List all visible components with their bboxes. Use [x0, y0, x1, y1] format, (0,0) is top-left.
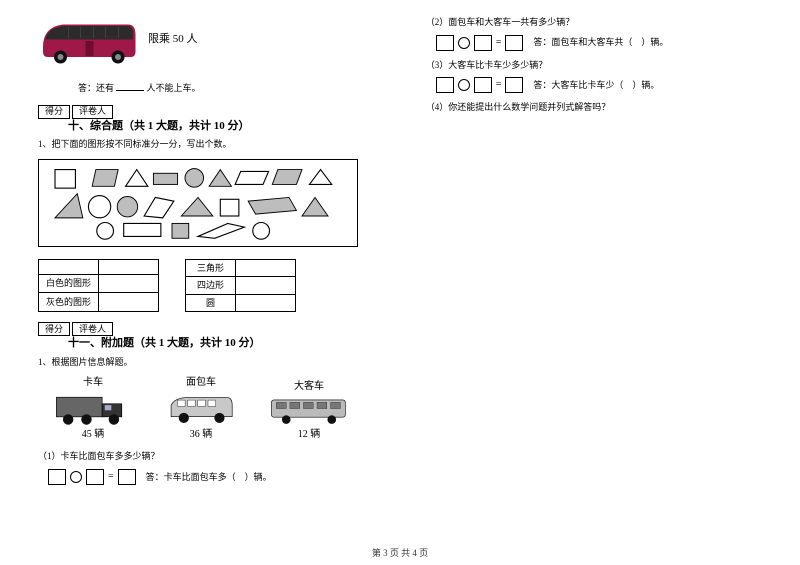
equation-row-3: = 答：大客车比卡车少（ ）辆。	[436, 77, 762, 93]
operator-circle[interactable]	[70, 471, 82, 483]
equals-sign: =	[496, 78, 502, 92]
truck-icon	[53, 392, 133, 426]
q11-text: 1、根据图片信息解题。	[38, 356, 410, 369]
cat2-row-2: 四边形	[186, 277, 236, 295]
blank-cell[interactable]	[236, 259, 296, 277]
category-tables: 白色的图形 灰色的图形 三角形 四边形 圆	[38, 259, 410, 313]
q11-3-answer: 答：大客车比卡车少（ ）辆。	[533, 79, 659, 92]
cat1-row-1: 白色的图形	[39, 274, 99, 293]
van-count: 36 辆	[190, 428, 213, 442]
shapes-box	[38, 159, 358, 247]
operand-box[interactable]	[474, 35, 492, 51]
vehicle-coach: 大客车 12 辆	[264, 380, 354, 442]
q10-text: 1、把下面的图形按不同标准分一分，写出个数。	[38, 138, 410, 151]
operand-box[interactable]	[48, 469, 66, 485]
equals-sign: =	[496, 36, 502, 50]
color-category-table: 白色的图形 灰色的图形	[38, 259, 159, 313]
blank-field[interactable]	[116, 81, 144, 91]
blank-cell[interactable]	[236, 277, 296, 295]
coach-count: 12 辆	[298, 428, 321, 442]
operator-circle[interactable]	[458, 37, 470, 49]
operand-box[interactable]	[86, 469, 104, 485]
cat2-row-1: 三角形	[186, 259, 236, 277]
q11-2: （2）面包车和大客车一共有多少辆？	[426, 16, 762, 29]
grader-box: 评卷人	[72, 105, 113, 119]
blank-cell[interactable]	[99, 293, 159, 312]
right-column: （2）面包车和大客车一共有多少辆？ = 答：面包车和大客车共（ ）辆。 （3）大…	[418, 12, 770, 545]
operand-box[interactable]	[474, 77, 492, 93]
equation-row-2: = 答：面包车和大客车共（ ）辆。	[436, 35, 762, 51]
page-footer: 第 3 页 共 4 页	[0, 546, 800, 559]
q11-2-answer: 答：面包车和大客车共（ ）辆。	[533, 36, 668, 49]
section-11-title: 十一、附加题（共 1 大题，共计 10 分）	[68, 336, 410, 351]
cat2-row-3: 圆	[186, 294, 236, 312]
bus-row: 限乘 50 人	[38, 12, 410, 67]
score-row-11: 得分 评卷人	[38, 322, 410, 336]
q11-3: （3）大客车比卡车少多少辆？	[426, 59, 762, 72]
van-icon	[166, 392, 236, 426]
q11-4: （4）你还能提出什么数学问题并列式解答吗？	[426, 101, 762, 114]
bus-capacity-text: 限乘 50 人	[148, 32, 198, 47]
coach-icon	[269, 396, 349, 426]
blank-cell[interactable]	[99, 274, 159, 293]
bus-answer-line: 答：还有 人不能上车。	[78, 81, 410, 95]
result-box[interactable]	[118, 469, 136, 485]
section-10-title: 十、综合题（共 1 大题，共计 10 分）	[68, 119, 410, 134]
grader-box: 评卷人	[72, 322, 113, 336]
operator-circle[interactable]	[458, 79, 470, 91]
operand-box[interactable]	[436, 35, 454, 51]
bus-answer-prefix: 答：还有	[78, 83, 114, 93]
vehicle-van: 面包车 36 辆	[156, 376, 246, 442]
shape-category-table: 三角形 四边形 圆	[185, 259, 296, 313]
vehicle-truck: 卡车 45 辆	[48, 376, 138, 442]
equation-row-1: = 答：卡车比面包车多（ ）辆。	[48, 469, 410, 485]
blank-cell[interactable]	[236, 294, 296, 312]
bus-illustration	[38, 12, 138, 67]
coach-label: 大客车	[294, 380, 324, 394]
q11-1-answer: 答：卡车比面包车多（ ）辆。	[146, 471, 272, 484]
cat1-row-2: 灰色的图形	[39, 293, 99, 312]
left-column: 限乘 50 人 答：还有 人不能上车。 得分 评卷人 十、综合题（共 1 大题，…	[30, 12, 418, 545]
truck-label: 卡车	[83, 376, 103, 390]
result-box[interactable]	[505, 77, 523, 93]
truck-count: 45 辆	[82, 428, 105, 442]
score-row-10: 得分 评卷人	[38, 105, 410, 119]
result-box[interactable]	[505, 35, 523, 51]
q11-1: （1）卡车比面包车多多少辆？	[38, 450, 410, 463]
vehicle-row: 卡车 45 辆 面包车	[48, 376, 410, 442]
score-box: 得分	[38, 322, 70, 336]
van-label: 面包车	[186, 376, 216, 390]
equals-sign: =	[108, 470, 114, 484]
score-box: 得分	[38, 105, 70, 119]
bus-answer-suffix: 人不能上车。	[147, 83, 201, 93]
operand-box[interactable]	[436, 77, 454, 93]
